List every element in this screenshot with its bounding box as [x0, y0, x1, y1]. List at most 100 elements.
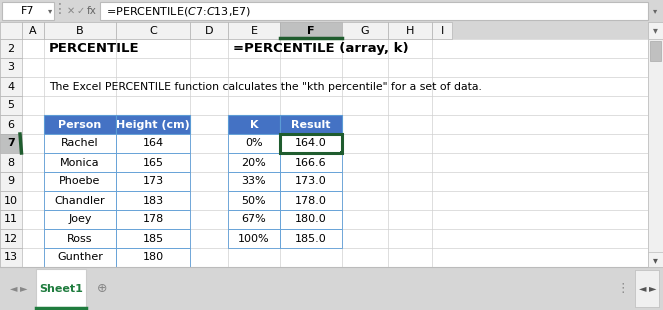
Text: ▾: ▾ [653, 7, 657, 16]
Text: Sheet1: Sheet1 [39, 284, 83, 294]
Bar [0, 0, 663, 22]
Bar [116, 191, 190, 210]
Text: Joey: Joey [68, 215, 91, 224]
Text: Phoebe: Phoebe [59, 176, 101, 187]
Text: 13: 13 [4, 253, 18, 263]
Bar [635, 270, 659, 307]
Text: ✕: ✕ [67, 6, 75, 16]
Bar [0, 248, 22, 267]
Bar [228, 191, 280, 210]
Text: ▾: ▾ [652, 255, 658, 265]
Text: 4: 4 [7, 82, 15, 91]
Bar [0, 77, 22, 96]
Text: 164.0: 164.0 [295, 139, 327, 148]
Bar [0, 153, 22, 172]
Text: ⋮: ⋮ [617, 282, 629, 295]
Bar [190, 22, 228, 39]
Bar [44, 248, 116, 267]
Text: I: I [440, 25, 444, 36]
Text: 173.0: 173.0 [295, 176, 327, 187]
Text: Ross: Ross [67, 233, 93, 243]
Text: K: K [250, 119, 259, 130]
Text: 164: 164 [143, 139, 164, 148]
Bar [44, 191, 116, 210]
Text: H: H [406, 25, 414, 36]
Text: 10: 10 [4, 196, 18, 206]
Text: 9: 9 [7, 176, 15, 187]
Bar [280, 134, 342, 153]
Bar [280, 153, 342, 172]
Bar [44, 153, 116, 172]
Bar [280, 22, 342, 39]
Bar [648, 22, 663, 39]
Bar [22, 39, 648, 267]
Bar [116, 229, 190, 248]
Bar [116, 153, 190, 172]
Text: 185: 185 [143, 233, 164, 243]
Text: Chandler: Chandler [54, 196, 105, 206]
Text: ►: ► [21, 284, 28, 294]
Bar [228, 229, 280, 248]
Bar [342, 22, 388, 39]
Bar [228, 210, 280, 229]
Bar [0, 172, 22, 191]
Bar [228, 134, 280, 153]
Bar [44, 229, 116, 248]
Text: Gunther: Gunther [57, 253, 103, 263]
Bar [0, 134, 22, 153]
Bar [0, 39, 22, 58]
Bar [432, 22, 452, 39]
Bar [280, 172, 342, 191]
Text: F7: F7 [21, 6, 34, 16]
Text: 6: 6 [7, 119, 15, 130]
Bar [0, 191, 22, 210]
Bar [44, 115, 116, 134]
Text: 178.0: 178.0 [295, 196, 327, 206]
Text: ⊕: ⊕ [97, 282, 107, 295]
Bar [650, 41, 661, 61]
Bar [116, 248, 190, 267]
Text: E: E [251, 25, 257, 36]
Bar [648, 39, 663, 267]
Bar [116, 172, 190, 191]
Text: A: A [29, 25, 37, 36]
Text: 0%: 0% [245, 139, 263, 148]
Text: 8: 8 [7, 157, 15, 167]
Text: 2: 2 [7, 43, 15, 54]
Text: ◄: ◄ [639, 284, 646, 294]
Text: B: B [76, 25, 84, 36]
Bar [0, 229, 22, 248]
Text: ⋮: ⋮ [53, 2, 67, 16]
Bar [44, 22, 116, 39]
Bar [100, 2, 648, 20]
Text: 3: 3 [7, 63, 15, 73]
Bar [228, 22, 280, 39]
Bar [280, 115, 342, 134]
Text: 20%: 20% [241, 157, 267, 167]
Text: The Excel PERCENTILE function calculates the "kth percentile" for a set of data.: The Excel PERCENTILE function calculates… [49, 82, 482, 91]
Bar [648, 39, 663, 267]
Text: C: C [149, 25, 157, 36]
Bar [0, 115, 22, 134]
Bar [0, 58, 22, 77]
Text: D: D [205, 25, 213, 36]
Text: Monica: Monica [60, 157, 100, 167]
Text: 185.0: 185.0 [295, 233, 327, 243]
Text: 183: 183 [143, 196, 164, 206]
Text: Height (cm): Height (cm) [116, 119, 190, 130]
Text: ►: ► [649, 284, 657, 294]
Text: 166.6: 166.6 [295, 157, 327, 167]
Text: Person: Person [58, 119, 101, 130]
Text: ✓: ✓ [77, 6, 85, 16]
Text: 50%: 50% [242, 196, 267, 206]
Bar [44, 172, 116, 191]
Bar [0, 210, 22, 229]
Bar [2, 2, 54, 20]
Bar [116, 210, 190, 229]
Bar [116, 22, 190, 39]
Text: 33%: 33% [242, 176, 267, 187]
Text: ▾: ▾ [652, 25, 658, 36]
Bar [44, 210, 116, 229]
Bar [280, 134, 342, 153]
Text: 164.0: 164.0 [295, 139, 327, 148]
